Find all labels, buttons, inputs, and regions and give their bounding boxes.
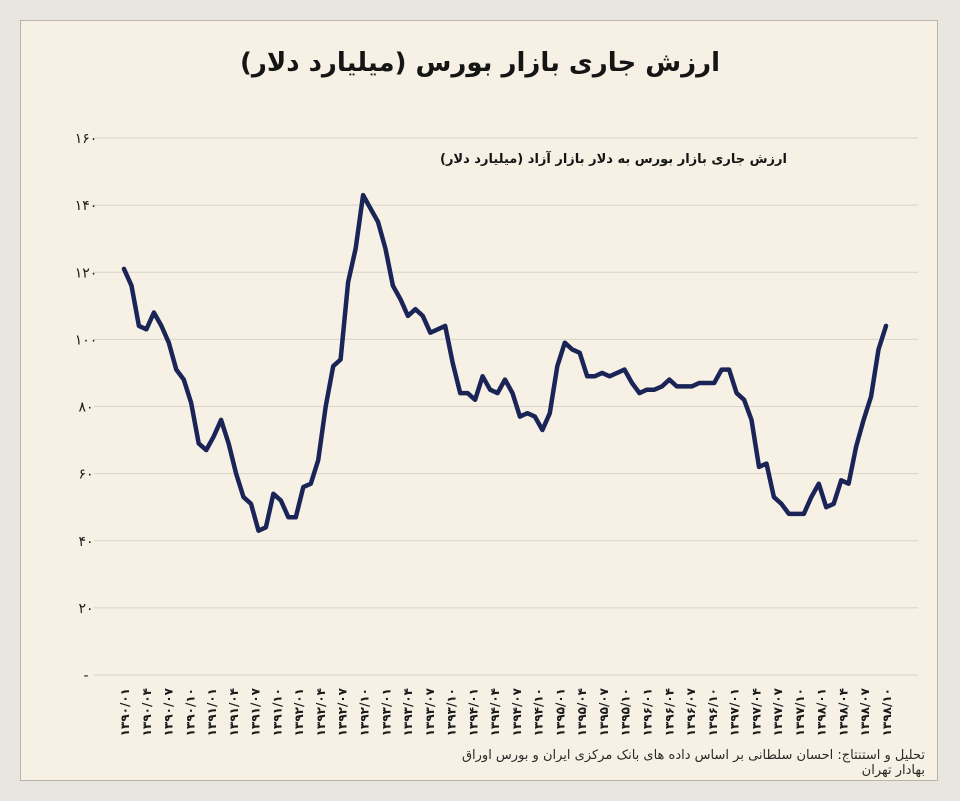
x-tick-label: ۱۳۹۸/۰۴ <box>837 688 851 736</box>
chart-subtitle: ارزش جاری بازار بورس به دلار بازار آزاد … <box>440 150 787 167</box>
y-tick-label: ۱۲۰ <box>75 265 98 281</box>
x-tick-label: ۱۳۹۶/۰۷ <box>684 687 698 736</box>
y-tick-label: - <box>83 668 88 684</box>
x-tick-label: ۱۳۹۰/۰۱ <box>118 688 132 736</box>
x-tick-label: ۱۳۹۳/۰۷ <box>423 687 437 736</box>
x-tick-label: ۱۳۹۳/۰۱ <box>379 688 393 736</box>
x-tick-label: ۱۳۹۰/۱۰ <box>183 688 197 736</box>
x-tick-label: ۱۳۹۵/۰۱ <box>553 688 567 736</box>
y-tick-label: ۴۰ <box>78 534 93 550</box>
x-tick-label: ۱۳۹۰/۰۷ <box>162 687 176 736</box>
x-tick-label: ۱۳۹۵/۱۰ <box>619 688 633 736</box>
x-tick-label: ۱۳۹۷/۰۴ <box>749 688 763 736</box>
x-tick-label: ۱۳۹۸/۰۱ <box>815 688 829 736</box>
x-tick-label: ۱۳۹۴/۰۱ <box>466 688 480 736</box>
x-tick-label: ۱۳۹۶/۰۱ <box>641 688 655 736</box>
x-tick-label: ۱۳۹۲/۱۰ <box>358 688 372 736</box>
x-tick-label: ۱۳۹۲/۰۷ <box>336 687 350 736</box>
x-tick-label: ۱۳۹۶/۱۰ <box>706 688 720 736</box>
x-tick-label: ۱۳۹۸/۱۰ <box>880 688 894 736</box>
x-tick-label: ۱۳۹۲/۰۱ <box>292 688 306 736</box>
x-tick-label: ۱۳۹۳/۱۰ <box>445 688 459 736</box>
y-tick-label: ۶۰ <box>78 467 93 483</box>
x-tick-label: ۱۳۹۴/۰۷ <box>510 687 524 736</box>
x-tick-label: ۱۳۹۴/۱۰ <box>532 688 546 736</box>
y-tick-label: ۸۰ <box>78 400 93 416</box>
x-tick-label: ۱۳۹۳/۰۴ <box>401 688 415 736</box>
x-tick-label: ۱۳۹۶/۰۴ <box>662 688 676 736</box>
y-tick-label: ۱۰۰ <box>75 332 98 348</box>
source-caption: تحلیل و استنتاج: احسان سلطانی بر اساس دا… <box>461 748 925 778</box>
chart-title: ارزش جاری بازار بورس (میلیارد دلار) <box>239 48 720 78</box>
x-tick-label: ۱۳۹۷/۰۷ <box>771 687 785 736</box>
x-tick-label: ۱۳۹۱/۰۴ <box>227 688 241 736</box>
x-tick-label: ۱۳۹۷/۱۰ <box>793 688 807 736</box>
y-tick-label: ۱۶۰ <box>75 131 98 147</box>
x-tick-label: ۱۳۹۱/۰۱ <box>205 688 219 736</box>
series-line <box>121 192 889 533</box>
x-tick-label: ۱۳۹۸/۰۷ <box>858 687 872 736</box>
chart-frame <box>20 20 938 781</box>
x-tick-label: ۱۳۹۰/۰۴ <box>140 688 154 736</box>
y-tick-label: ۱۴۰ <box>75 198 98 214</box>
x-tick-label: ۱۳۹۱/۱۰ <box>270 688 284 736</box>
x-tick-label: ۱۳۹۵/۰۴ <box>575 688 589 736</box>
x-tick-label: ۱۳۹۲/۰۴ <box>314 688 328 736</box>
y-tick-label: ۲۰ <box>78 601 93 617</box>
x-tick-label: ۱۳۹۷/۰۱ <box>728 688 742 736</box>
x-tick-label: ۱۳۹۴/۰۴ <box>488 688 502 736</box>
x-tick-label: ۱۳۹۱/۰۷ <box>249 687 263 736</box>
x-tick-label: ۱۳۹۵/۰۷ <box>597 687 611 736</box>
